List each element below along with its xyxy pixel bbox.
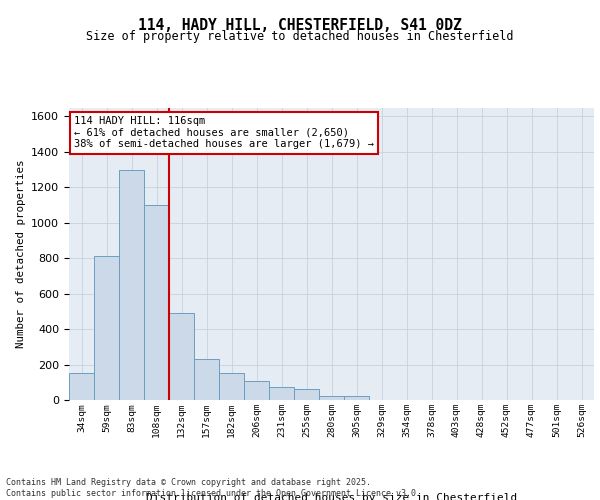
Text: 114, HADY HILL, CHESTERFIELD, S41 0DZ: 114, HADY HILL, CHESTERFIELD, S41 0DZ xyxy=(138,18,462,32)
Bar xyxy=(319,396,344,400)
Bar xyxy=(269,386,293,400)
Y-axis label: Number of detached properties: Number of detached properties xyxy=(16,160,26,348)
Bar xyxy=(94,256,119,400)
Bar xyxy=(220,372,244,400)
Bar xyxy=(169,313,194,400)
X-axis label: Distribution of detached houses by size in Chesterfield: Distribution of detached houses by size … xyxy=(146,493,517,500)
Text: 114 HADY HILL: 116sqm
← 61% of detached houses are smaller (2,650)
38% of semi-d: 114 HADY HILL: 116sqm ← 61% of detached … xyxy=(74,116,374,150)
Bar xyxy=(145,205,169,400)
Text: Size of property relative to detached houses in Chesterfield: Size of property relative to detached ho… xyxy=(86,30,514,43)
Text: Contains HM Land Registry data © Crown copyright and database right 2025.
Contai: Contains HM Land Registry data © Crown c… xyxy=(6,478,421,498)
Bar xyxy=(295,390,319,400)
Bar xyxy=(70,372,94,400)
Bar xyxy=(244,380,269,400)
Bar xyxy=(119,170,143,400)
Bar xyxy=(344,396,368,400)
Bar xyxy=(194,359,218,400)
